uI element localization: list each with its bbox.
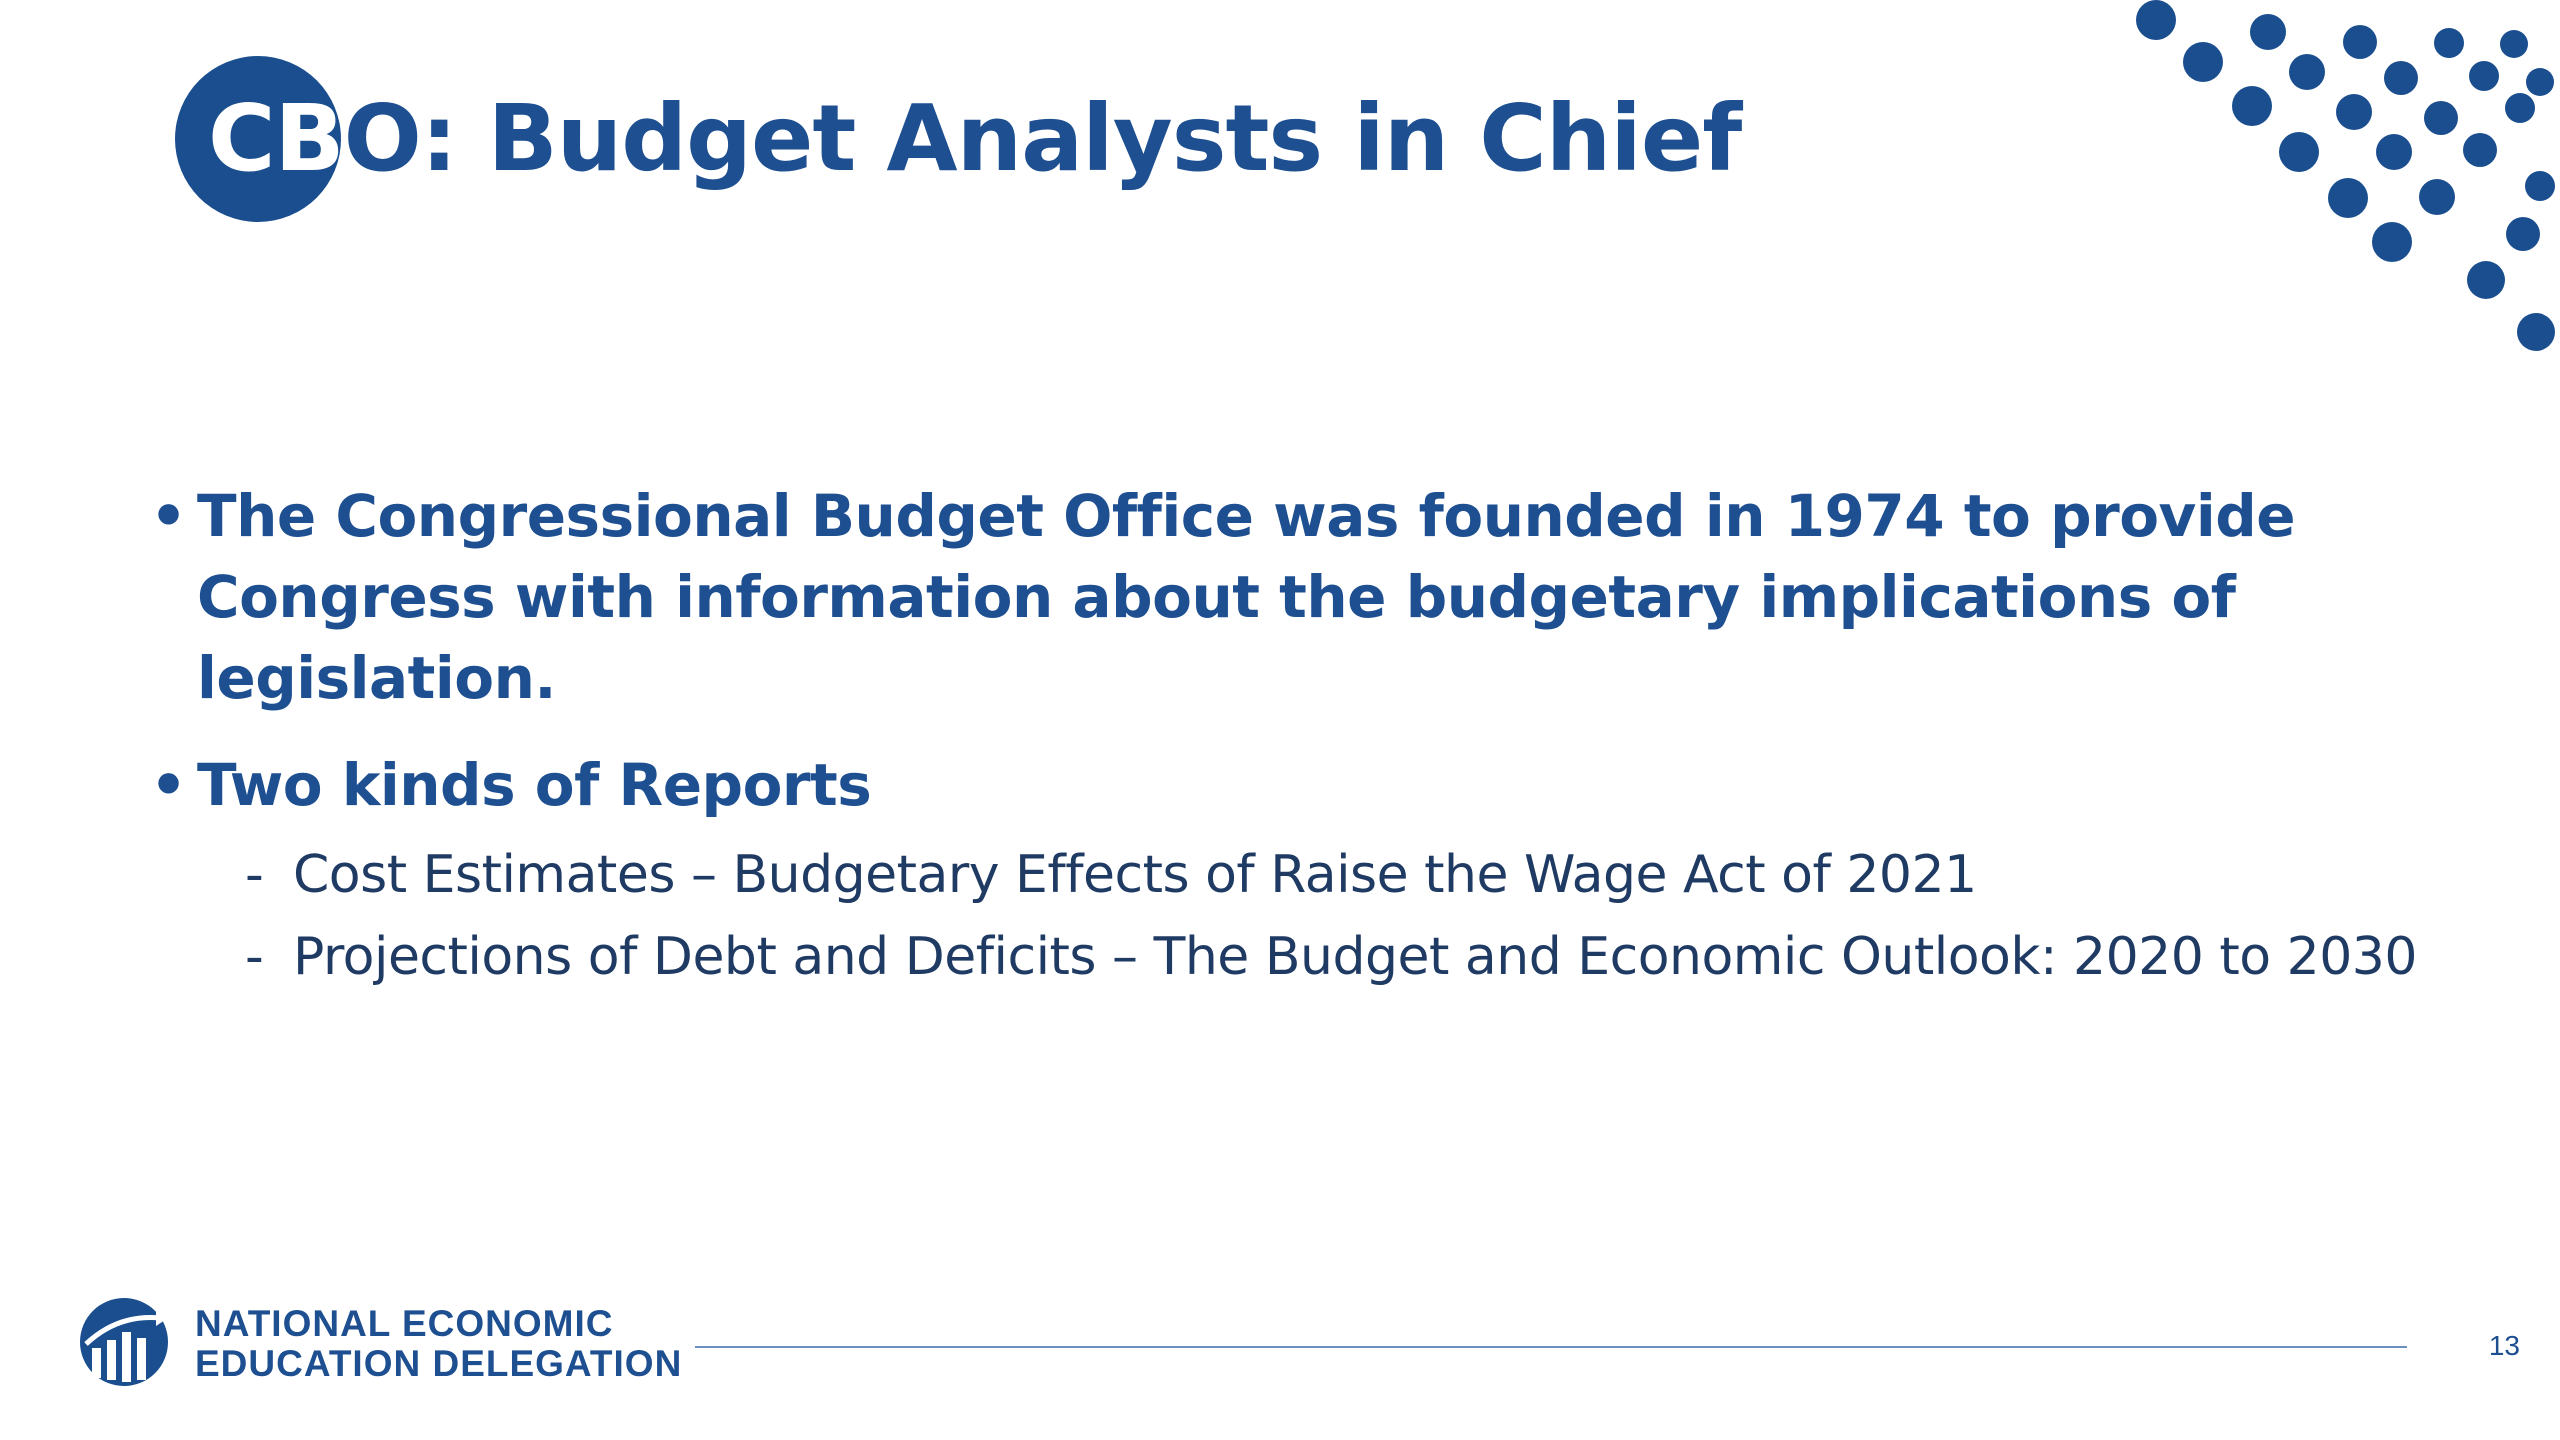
decorative-dot: [2463, 133, 2497, 167]
decorative-dot: [2505, 93, 2535, 123]
footer-divider: [695, 1346, 2407, 1348]
bullet-two-kinds: • Two kinds of Reports: [150, 745, 2450, 826]
decorative-dot: [2517, 313, 2555, 351]
decorative-dot: [2500, 30, 2528, 58]
decorative-dot: [2467, 261, 2505, 299]
decorative-dot: [2506, 217, 2540, 251]
decorative-dot: [2250, 14, 2286, 50]
decorative-dot: [2183, 42, 2223, 82]
decorative-dot: [2232, 86, 2272, 126]
bullet-marker: •: [150, 751, 187, 819]
sub-bullet-cost-estimates: - Cost Estimates – Budgetary Effects of …: [245, 834, 2450, 916]
org-line-2: EDUCATION DELEGATION: [195, 1343, 683, 1384]
decorative-dot: [2526, 68, 2554, 96]
decorative-dot: [2289, 54, 2325, 90]
decorative-dot: [2136, 0, 2176, 40]
decorative-dot: [2525, 171, 2555, 201]
organization-name: NATIONAL ECONOMIC EDUCATION DELEGATION: [195, 1304, 682, 1384]
decorative-dot: [2336, 94, 2372, 130]
sub-bullet-marker: -: [245, 927, 264, 987]
decorative-dot: [2419, 179, 2455, 215]
decorative-dot: [2469, 61, 2499, 91]
title-rest-text: O: Budget Analysts in Chief: [343, 85, 1743, 192]
decorative-dot: [2424, 101, 2458, 135]
decorative-dot: [2328, 178, 2368, 218]
org-line-1: NATIONAL ECONOMIC: [195, 1303, 614, 1344]
page-number: 13: [2488, 1330, 2520, 1361]
decorative-dot: [2343, 25, 2377, 59]
decorative-dot: [2372, 222, 2412, 262]
sub-bullet-marker: -: [245, 845, 264, 905]
decorative-dot: [2384, 61, 2418, 95]
title-circle-decoration: [175, 56, 341, 222]
bullet-text: Two kinds of Reports: [197, 751, 872, 819]
sub-bullet-list: - Cost Estimates – Budgetary Effects of …: [245, 834, 2450, 998]
decorative-dot: [2376, 134, 2412, 170]
bullet-marker: •: [150, 482, 187, 550]
bar-chart-globe-icon: [80, 1298, 168, 1386]
slide-title: CBO: Budget Analysts in Chief: [208, 74, 1743, 204]
bullet-text: The Congressional Budget Office was foun…: [197, 482, 2296, 712]
bullet-cbo-founded: • The Congressional Budget Office was fo…: [150, 476, 2450, 719]
dot-pattern-decoration: [2136, 0, 2555, 351]
slide-body: • The Congressional Budget Office was fo…: [150, 476, 2450, 998]
sub-bullet-projections: - Projections of Debt and Deficits – The…: [245, 916, 2450, 998]
sub-bullet-text: Cost Estimates – Budgetary Effects of Ra…: [293, 845, 1977, 905]
sub-bullet-text: Projections of Debt and Deficits – The B…: [293, 927, 2417, 987]
decorative-dot: [2279, 132, 2319, 172]
decorative-dot: [2434, 28, 2464, 58]
title-circle-text: CB: [208, 85, 345, 192]
